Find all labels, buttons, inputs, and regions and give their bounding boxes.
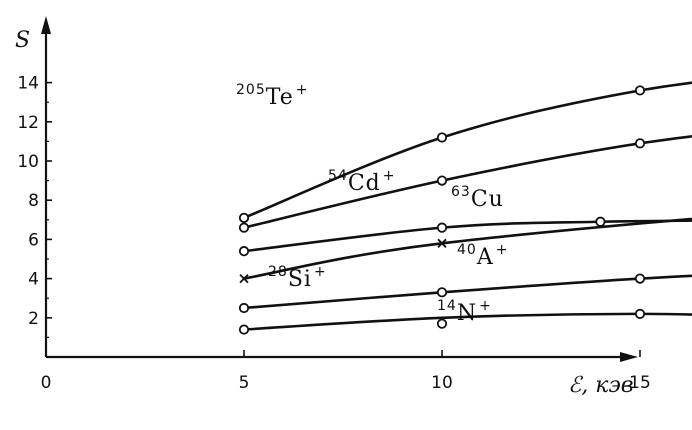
series-label-charge: + [296,82,309,98]
data-point [436,318,448,329]
y-tick-label: 8 [28,191,39,211]
series-line [242,274,692,310]
series-label-charge: + [383,168,396,184]
data-point [436,222,448,233]
series-label: 14N + [437,298,492,326]
series-line [242,134,692,229]
series-label-mass: 28 [268,264,288,280]
data-point [238,212,250,223]
data-point [437,238,447,248]
x-tick-label: 10 [431,373,453,393]
series-label-charge: + [314,264,327,280]
y-tick-label: 2 [28,309,39,329]
series-label-element: Cu [471,187,504,212]
series-label-mass: 40 [457,242,477,258]
y-tick-label: 14 [17,74,39,94]
data-point [634,85,646,96]
series-line [242,81,692,220]
y-axis-title: S [15,28,30,53]
series-label-charge: + [496,242,509,258]
series-label-mass: 205 [236,82,266,98]
series-label-mass: 63 [451,184,471,200]
x-tick-label: 15 [629,373,651,393]
series-markers [238,85,646,335]
data-point [238,246,250,257]
series-label-mass: 14 [437,298,457,314]
y-tick-label: 12 [17,113,39,133]
data-point [595,216,606,227]
data-point [436,287,448,298]
series-line [242,219,692,253]
series-label: 63Cu [451,184,504,212]
series-line [242,217,692,280]
y-tick-label: 10 [17,152,39,172]
series-label-element: Cd [348,171,381,196]
data-point [634,273,646,284]
data-point [238,302,250,314]
data-point [634,138,646,149]
series-line [242,312,692,331]
x-axis-title: ℰ, кэв [568,373,634,398]
series-lines [242,81,692,331]
series-label-element: N [457,301,477,326]
series-label: 205Te + [236,82,308,110]
series-label-element: Si [288,267,312,292]
y-tick-label: 6 [28,230,39,250]
series-label: 54Cd + [328,168,395,196]
data-point [634,308,646,319]
data-point [436,132,448,143]
axes: Sℰ, кэв05101520252468101214 [15,16,651,398]
data-point [238,222,250,233]
y-tick-label: 4 [28,270,39,290]
x-axis-arrow [620,352,638,362]
series-label: 40A + [457,242,508,270]
x-tick-label: 5 [239,373,250,393]
series-label-charge: + [479,298,492,314]
data-point [238,324,250,335]
y-axis-arrow [41,16,51,34]
series-label-mass: 54 [328,168,348,184]
series-label: 28Si + [268,264,327,292]
series-label-element: Te [266,85,294,110]
data-point [239,273,249,284]
data-point [436,175,448,186]
x-tick-label: 0 [41,373,52,393]
series-label-element: A [476,245,494,270]
